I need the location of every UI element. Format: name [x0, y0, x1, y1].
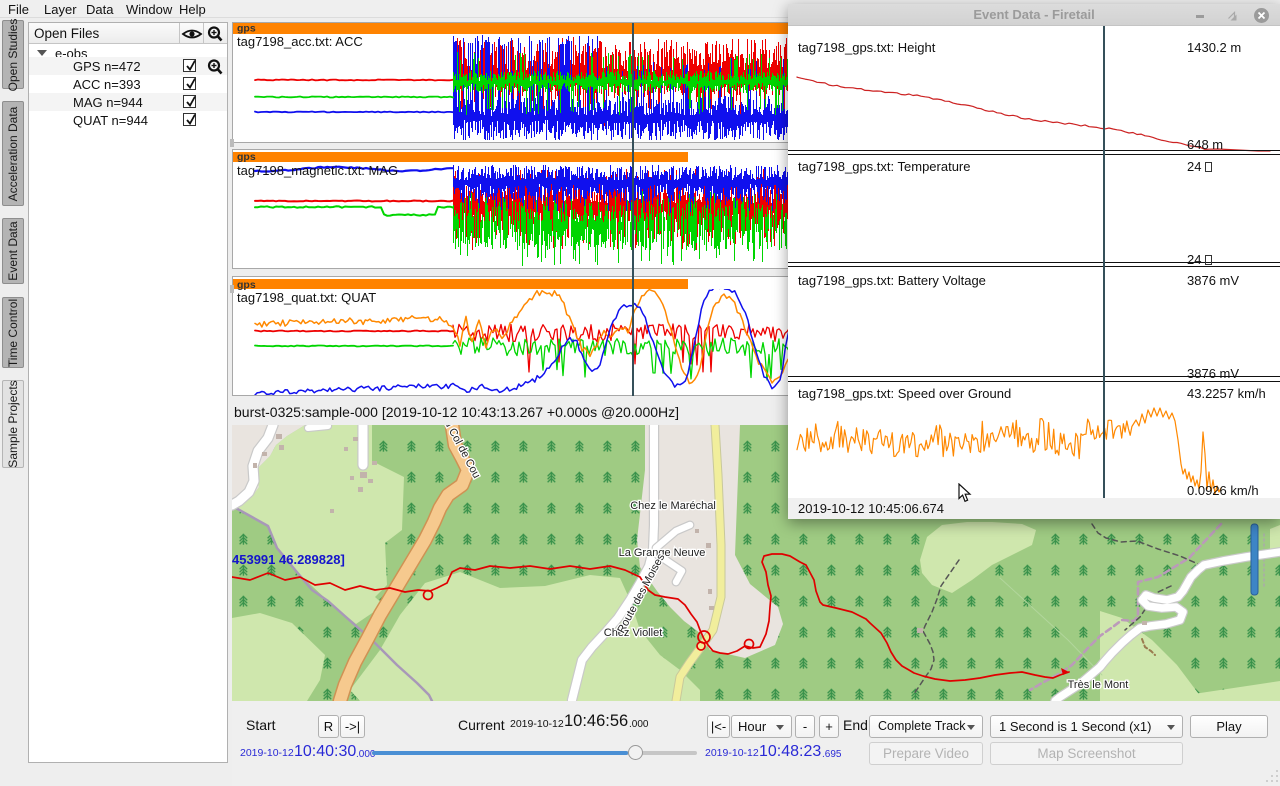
svg-text:Chez le Maréchal: Chez le Maréchal: [630, 500, 716, 512]
svg-text:tag7198_acc.txt: ACC: tag7198_acc.txt: ACC: [237, 34, 363, 49]
svg-text:gps: gps: [237, 151, 256, 163]
svg-text:La Grange Neuve: La Grange Neuve: [619, 547, 706, 559]
svg-text:453991 46.289828]: 453991 46.289828]: [232, 552, 345, 567]
svg-text:tag7198_magnetic.txt: MAG: tag7198_magnetic.txt: MAG: [237, 163, 398, 178]
svg-text:tag7198_quat.txt: QUAT: tag7198_quat.txt: QUAT: [237, 290, 376, 305]
svg-text:gps: gps: [237, 23, 256, 35]
svg-text:gps: gps: [237, 279, 256, 291]
svg-text:Chez Viollet: Chez Viollet: [604, 627, 663, 639]
svg-text:Très le Mont: Très le Mont: [1068, 679, 1129, 691]
